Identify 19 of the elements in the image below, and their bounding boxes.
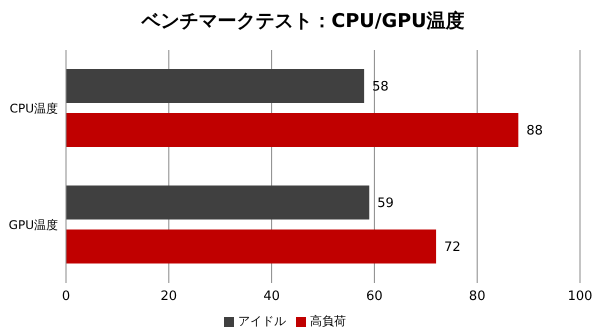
data-label: 88: [526, 124, 543, 139]
chart-title: ベンチマークテスト：CPU/GPU温度: [140, 9, 466, 34]
x-tick-label: 100: [568, 289, 592, 304]
data-label: 72: [444, 240, 461, 256]
data-label: 58: [372, 80, 389, 95]
x-tick-label: 60: [366, 289, 383, 304]
bar: [66, 113, 518, 147]
data-label: 59: [377, 196, 394, 212]
bar: [66, 186, 370, 220]
legend-label: アイドル: [238, 314, 286, 328]
bar: [66, 230, 436, 264]
y-tick-label: GPU温度: [8, 218, 58, 232]
x-tick-label: 80: [468, 289, 486, 304]
legend-label: 高負荷: [310, 314, 346, 328]
x-tick-label: 40: [263, 289, 280, 304]
x-tick-label: 20: [160, 289, 178, 304]
x-tick-label: 0: [62, 289, 70, 304]
bar: [66, 69, 364, 103]
y-tick-label: CPU温度: [10, 102, 58, 116]
